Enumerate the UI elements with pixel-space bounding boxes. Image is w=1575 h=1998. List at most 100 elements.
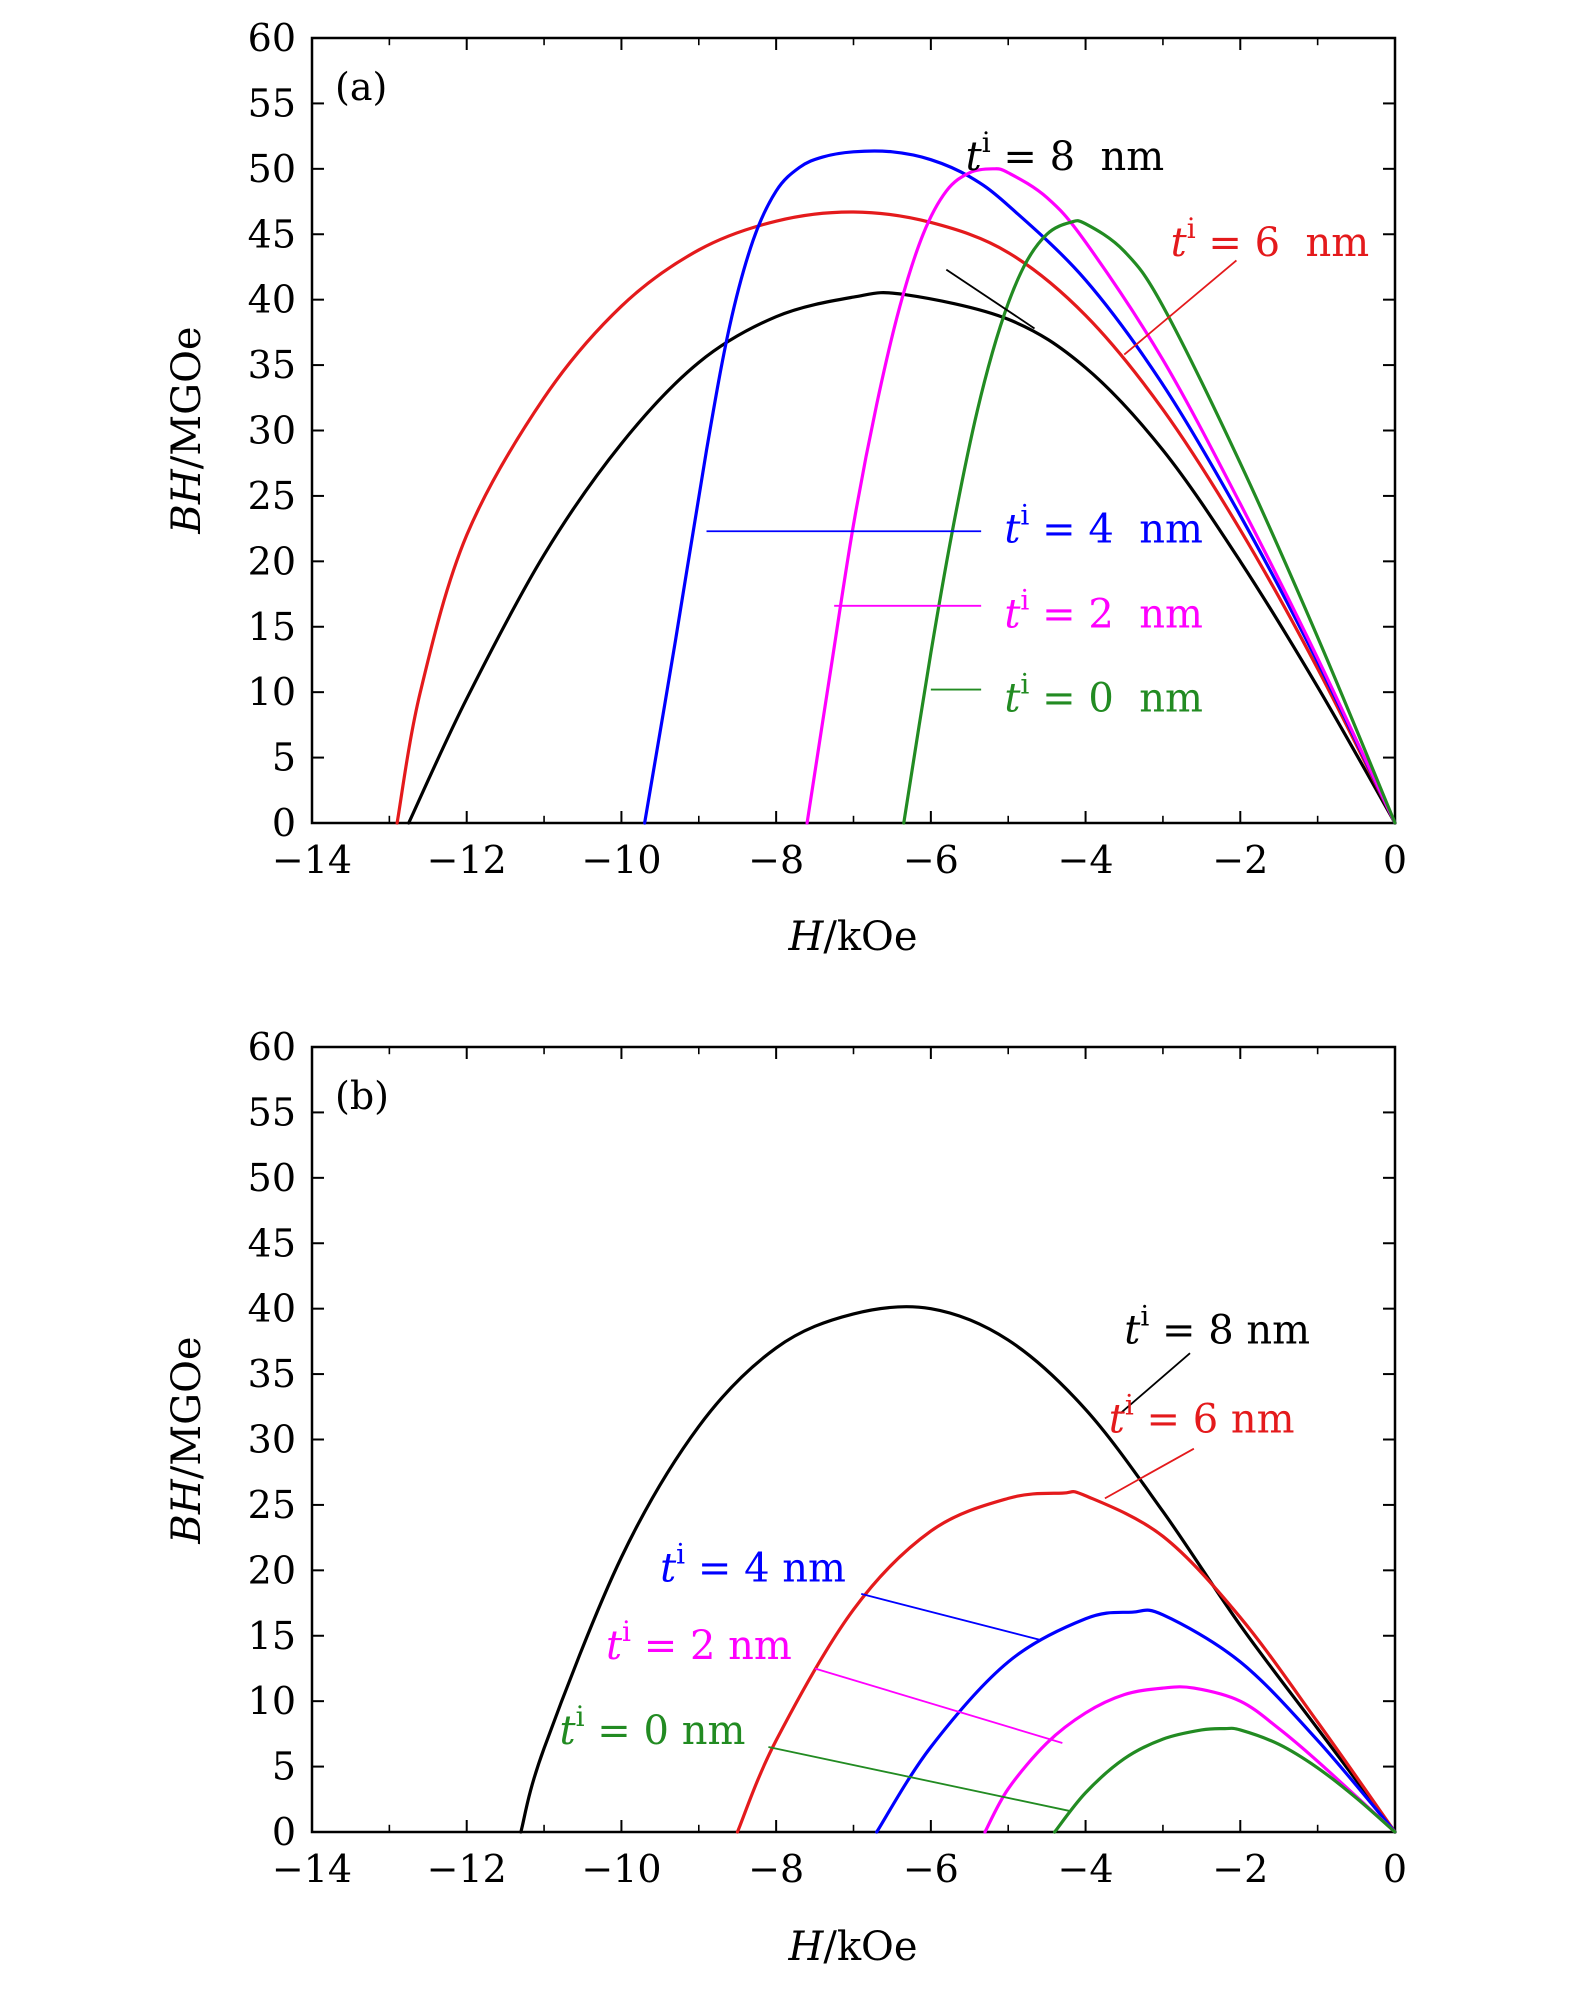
series-line-b-6-nm	[735, 1489, 1397, 1834]
x-tick-label-a-14: −14	[272, 838, 352, 882]
series-line-b-8-nm	[519, 1305, 1397, 1834]
series-line-a-0-nm	[902, 219, 1397, 825]
x-tick-label-b-0: 0	[1383, 1847, 1407, 1891]
series-label-sup: i	[1020, 667, 1029, 700]
series-label-var: t	[1004, 592, 1021, 638]
series-label-sup: i	[622, 1615, 631, 1648]
x-tick-labels-b: −14 −12 −10 −8 −6 −4 −2 0	[272, 1847, 1407, 1891]
series-line-b-2-nm	[983, 1685, 1397, 1834]
series-line-a-6-nm	[395, 210, 1397, 825]
y-tick-label-a-0: 0	[272, 801, 296, 845]
x-axis-title-b: H/kOe	[787, 1924, 917, 1970]
series-label-text: = 6 nm	[1196, 220, 1370, 266]
x-tick-label-a-4: −4	[1058, 838, 1114, 882]
series-line-a-2-nm	[805, 167, 1397, 825]
x-tick-labels-a: −14 −12 −10 −8 −6 −4 −2 0	[272, 838, 1407, 882]
label-pointer-a-8-nm	[945, 268, 1036, 330]
series-label-var: t	[660, 1546, 677, 1592]
series-label-a-6-nm: ti = 6 nm	[1171, 212, 1370, 266]
series-label-text: = 4 nm	[685, 1546, 846, 1592]
x-tick-label-a-6: −6	[903, 838, 959, 882]
x-tick-label-a-8: −8	[748, 838, 804, 882]
series-label-sup: i	[1125, 1389, 1134, 1422]
series-label-a-2-nm: ti = 2 nm	[1004, 584, 1203, 638]
series-label-a-4-nm: ti = 4 nm	[1004, 499, 1203, 553]
y-tick-label-b-55: 55	[248, 1090, 296, 1134]
series-label-var: t	[966, 134, 983, 180]
panel-label-b: (b)	[335, 1074, 389, 1118]
label-pointer-b-2-nm	[814, 1667, 1063, 1744]
x-tick-label-b-8: −8	[748, 1847, 804, 1891]
y-tick-label-b-25: 25	[248, 1483, 296, 1527]
pointers-a	[706, 259, 1237, 691]
series-label-sup: i	[1020, 584, 1029, 617]
series-label-text: = 0 nm	[1029, 675, 1203, 721]
series-label-var: t	[1171, 220, 1188, 266]
plot-frame-a	[310, 36, 1397, 825]
series-label-var: t	[1004, 507, 1021, 553]
series-label-b-4-nm: ti = 4 nm	[660, 1538, 846, 1592]
x-axis-var-b: H	[787, 1924, 824, 1970]
x-axis-var-a: H	[787, 914, 824, 960]
x-tick-label-a-10: −10	[581, 838, 661, 882]
y-tick-label-a-15: 15	[248, 605, 296, 649]
label-pointer-b-4-nm	[861, 1593, 1040, 1641]
series-label-sup: i	[1020, 499, 1029, 532]
y-axis-unit-a: /MGOe	[164, 326, 210, 469]
y-axis-unit-b: /MGOe	[164, 1336, 210, 1479]
y-tick-label-b-15: 15	[248, 1614, 296, 1658]
x-tick-label-a-0: 0	[1383, 838, 1407, 882]
curves-b	[519, 1305, 1397, 1834]
y-tick-labels-a: 0 5 10 15 20 25 30 35 40 45 50 55 60	[248, 16, 296, 845]
series-label-text: = 0 nm	[585, 1708, 746, 1754]
y-axis-var-b: BH	[164, 1478, 210, 1544]
series-label-b-0-nm: ti = 0 nm	[560, 1700, 746, 1754]
y-tick-label-b-5: 5	[272, 1745, 296, 1789]
series-label-a-8-nm: ti = 8 nm	[966, 126, 1165, 180]
ticks-b	[311, 1046, 1396, 1833]
x-tick-label-a-12: −12	[427, 838, 507, 882]
x-tick-label-b-12: −12	[427, 1847, 507, 1891]
y-tick-label-b-60: 60	[248, 1025, 296, 1069]
x-axis-title-a: H/kOe	[787, 914, 917, 960]
x-tick-label-b-4: −4	[1058, 1847, 1114, 1891]
series-label-text: = 8 nm	[1149, 1308, 1310, 1354]
y-tick-label-b-35: 35	[248, 1352, 296, 1396]
ticks-a	[311, 37, 1396, 824]
y-tick-label-b-40: 40	[248, 1287, 296, 1331]
label-pointer-b-6-nm	[1104, 1447, 1195, 1500]
series-label-sup: i	[982, 126, 991, 159]
y-axis-var-a: BH	[164, 468, 210, 534]
x-tick-label-b-14: −14	[272, 1847, 352, 1891]
series-label-sup: i	[676, 1538, 685, 1571]
y-tick-label-a-55: 55	[248, 81, 296, 125]
series-label-var: t	[1109, 1397, 1126, 1443]
y-tick-label-b-50: 50	[248, 1156, 296, 1200]
y-tick-label-b-45: 45	[248, 1221, 296, 1265]
label-pointer-b-8-nm	[1119, 1352, 1191, 1415]
x-axis-unit-a: /kOe	[823, 914, 917, 960]
series-label-a-0-nm: ti = 0 nm	[1004, 667, 1203, 721]
y-tick-label-a-35: 35	[248, 343, 296, 387]
series-label-sup: i	[1187, 212, 1196, 245]
panel-label-a: (a)	[335, 65, 387, 109]
pointers-b	[768, 1352, 1195, 1812]
y-tick-label-a-30: 30	[248, 409, 296, 453]
series-label-var: t	[560, 1708, 577, 1754]
label-pointer-b-0-nm	[768, 1746, 1071, 1812]
series-label-text: = 6 nm	[1134, 1397, 1295, 1443]
series-label-var: t	[1004, 675, 1021, 721]
y-tick-label-b-20: 20	[248, 1548, 296, 1592]
series-label-text: = 4 nm	[1029, 507, 1203, 553]
series-label-text: = 2 nm	[631, 1623, 792, 1669]
y-tick-label-b-0: 0	[272, 1810, 296, 1854]
x-tick-label-b-10: −10	[581, 1847, 661, 1891]
y-tick-label-a-5: 5	[272, 736, 296, 780]
series-label-b-8-nm: ti = 8 nm	[1124, 1300, 1310, 1354]
panel-a: −14 −12 −10 −8 −6 −4 −2 0 0 5 10 15 20 25 30 35 40 45 50 5…	[164, 16, 1407, 960]
y-axis-title-b: BH/MGOe	[164, 1336, 210, 1544]
x-tick-label-b-2: −2	[1212, 1847, 1268, 1891]
y-tick-label-a-10: 10	[248, 670, 296, 714]
